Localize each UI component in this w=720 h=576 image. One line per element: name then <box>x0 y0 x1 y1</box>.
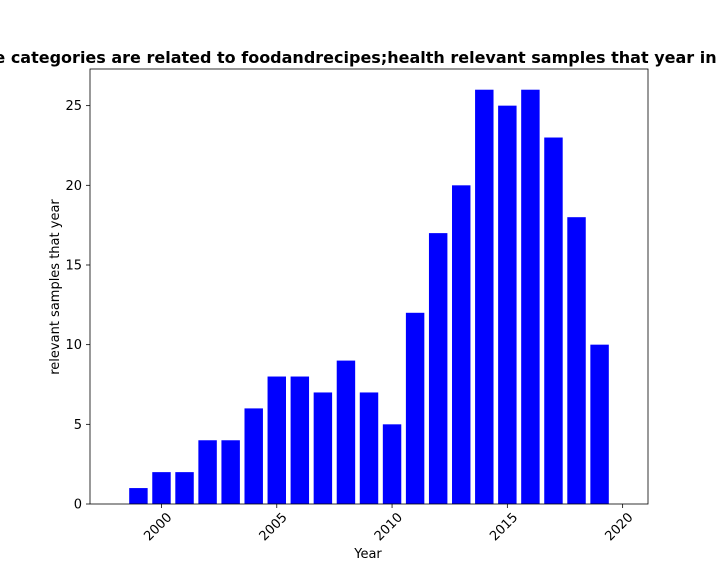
bar-2007 <box>313 392 333 504</box>
bar-2018 <box>567 217 586 504</box>
bar-2013 <box>452 185 471 504</box>
bar-2006 <box>290 376 310 504</box>
plot-frame <box>89 68 649 505</box>
bar-2000 <box>152 472 171 504</box>
y-tick-label: 5 <box>74 418 82 433</box>
bar-2012 <box>428 233 448 504</box>
bar-2015 <box>498 105 517 505</box>
x-tick-label: 2010 <box>372 510 406 544</box>
bar-2014 <box>475 89 494 505</box>
bar-2002 <box>198 440 217 504</box>
bar-2016 <box>521 89 540 505</box>
y-axis-label: relevant samples that year <box>48 199 63 375</box>
x-axis-label: Year <box>353 547 382 562</box>
bar-2003 <box>221 440 240 504</box>
bar-2010 <box>382 424 402 504</box>
x-axis: 2000 2005 2010 2015 2020 <box>141 504 636 544</box>
chart-title: Papers whose categories are related to f… <box>0 48 720 67</box>
y-axis: 0 5 10 15 20 25 <box>65 99 90 513</box>
y-tick-label: 15 <box>65 258 82 273</box>
y-tick-label: 10 <box>65 338 82 353</box>
x-tick-label: 2005 <box>257 510 291 544</box>
y-tick-label: 25 <box>65 99 82 114</box>
bar-2004 <box>244 408 263 504</box>
bar-2005 <box>267 376 286 504</box>
bars-group <box>129 89 609 505</box>
x-tick-label: 2020 <box>602 510 636 544</box>
y-tick-label: 20 <box>65 179 82 194</box>
bar-2001 <box>175 472 194 504</box>
bar-1999 <box>129 488 148 504</box>
x-tick-label: 2000 <box>141 510 175 544</box>
bar-2017 <box>544 137 563 504</box>
bar-2011 <box>405 312 425 504</box>
y-tick-label: 0 <box>74 498 82 513</box>
bar-2019 <box>590 344 609 504</box>
bar-2009 <box>359 392 379 504</box>
x-tick-label: 2015 <box>487 510 521 544</box>
bar-2008 <box>336 360 356 504</box>
